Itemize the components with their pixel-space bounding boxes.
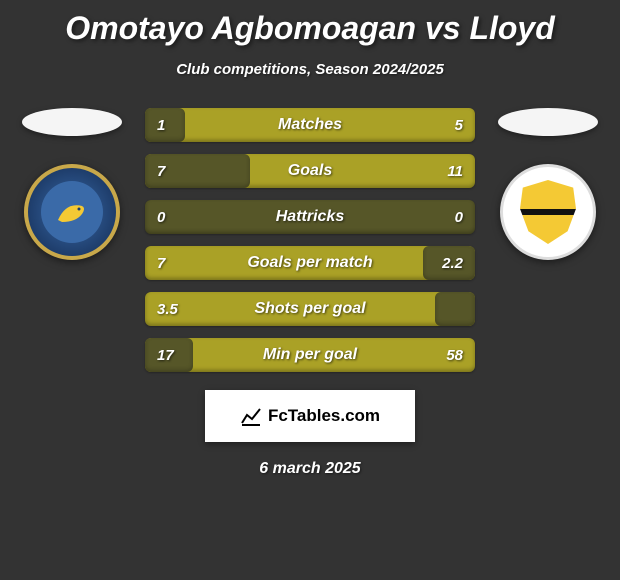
watermark-label: FcTables.com [268, 406, 380, 426]
left-flag-icon [22, 108, 122, 136]
right-player-col [493, 108, 603, 260]
stat-label: Goals [145, 162, 475, 180]
stat-bar: 17Min per goal58 [145, 338, 475, 372]
stat-value-right: 11 [447, 163, 463, 180]
shield-icon [520, 180, 576, 244]
chart-icon [240, 405, 262, 427]
right-flag-icon [498, 108, 598, 136]
stat-label: Shots per goal [145, 300, 475, 318]
stat-value-right: 5 [455, 117, 463, 134]
stat-value-right: 2.2 [442, 255, 463, 272]
right-club-badge [500, 164, 596, 260]
left-player-col [17, 108, 127, 260]
footer-date: 6 march 2025 [0, 460, 620, 478]
stat-label: Matches [145, 116, 475, 134]
stat-bar: 0Hattricks0 [145, 200, 475, 234]
stat-label: Min per goal [145, 346, 475, 364]
comparison-area: 1Matches5 7Goals11 0Hattricks0 7Goals per m… [0, 108, 620, 372]
badge-bird-icon [41, 181, 103, 243]
page-subtitle: Club competitions, Season 2024/2025 [0, 61, 620, 78]
stat-bar: 3.5Shots per goal [145, 292, 475, 326]
stat-label: Hattricks [145, 208, 475, 226]
linnet-bird-icon [52, 192, 92, 232]
stat-value-right: 0 [455, 209, 463, 226]
watermark[interactable]: FcTables.com [205, 390, 415, 442]
stat-bar: 7Goals11 [145, 154, 475, 188]
stat-label: Goals per match [145, 254, 475, 272]
stat-bar: 1Matches5 [145, 108, 475, 142]
stats-column: 1Matches5 7Goals11 0Hattricks0 7Goals per m… [145, 108, 475, 372]
stat-bar: 7Goals per match2.2 [145, 246, 475, 280]
page-title: Omotayo Agbomoagan vs Lloyd [0, 0, 620, 47]
stat-value-right: 58 [446, 347, 463, 364]
left-club-badge [24, 164, 120, 260]
